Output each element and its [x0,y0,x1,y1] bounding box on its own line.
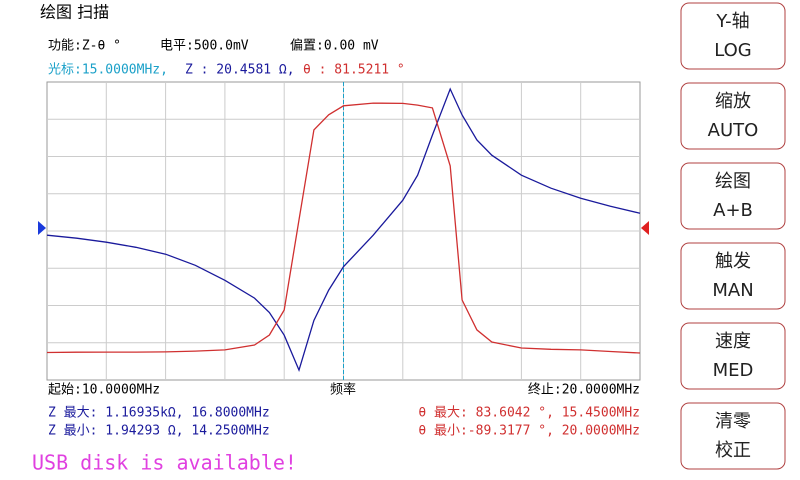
menu-button[interactable] [680,322,786,390]
menu-button[interactable] [680,2,786,70]
button-value: AUTO [708,120,759,141]
function-label: 功能:Z-θ ° [48,39,121,54]
cursor-z: Z : 20.4581 Ω, [185,63,295,78]
cursor-freq: 光标:15.0000MHz, [48,63,168,78]
series-line [46,102,641,354]
ref-marker-left [38,221,46,235]
menu-button[interactable] [680,82,786,150]
usb-message: USB disk is available! [32,451,297,475]
button-value: A+B [713,200,753,221]
button-label: 速度 [715,331,751,352]
button-label: 绘图 [715,171,751,192]
button-label: Y-轴 [715,11,749,32]
menu-button[interactable] [680,402,786,470]
stop-label: 终止:20.0000MHz [528,382,640,398]
bias-label: 偏置:0.00 mV [290,39,379,54]
button-label: 清零 [715,411,751,432]
menu-button[interactable] [680,242,786,310]
start-label: 起始:10.0000MHz [48,383,160,398]
button-value: LOG [714,40,752,61]
level-label: 电平:500.0mV [160,39,249,54]
button-value: MAN [712,280,753,301]
x-axis-label: 频率 [330,382,356,398]
cursor-theta: θ : 81.5211 ° [303,63,405,78]
button-value: MED [713,360,754,381]
series-line [46,87,641,373]
theta-min: θ 最小:-89.3177 °, 20.0000MHz [418,424,640,439]
theta-max: θ 最大: 83.6042 °, 15.4500MHz [418,406,640,421]
z-max: Z 最大: 1.16935kΩ, 16.8000MHz [48,406,270,421]
button-label: 触发 [715,251,751,272]
menu-button[interactable] [680,162,786,230]
ref-marker-right [641,221,649,235]
z-min: Z 最小: 1.94293 Ω, 14.2500MHz [48,424,270,439]
button-value: 校正 [715,440,751,461]
button-label: 缩放 [715,91,751,112]
screen-title: 绘图 扫描 [40,3,109,22]
